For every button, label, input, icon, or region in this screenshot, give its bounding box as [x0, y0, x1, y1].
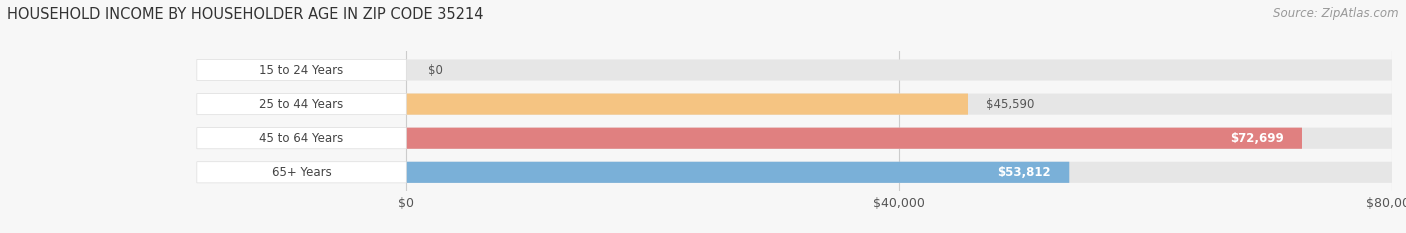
Text: $45,590: $45,590: [987, 98, 1035, 111]
FancyBboxPatch shape: [406, 93, 1392, 115]
Text: HOUSEHOLD INCOME BY HOUSEHOLDER AGE IN ZIP CODE 35214: HOUSEHOLD INCOME BY HOUSEHOLDER AGE IN Z…: [7, 7, 484, 22]
Text: 25 to 44 Years: 25 to 44 Years: [260, 98, 343, 111]
FancyBboxPatch shape: [197, 128, 406, 149]
FancyBboxPatch shape: [406, 162, 1070, 183]
Text: 15 to 24 Years: 15 to 24 Years: [260, 64, 343, 76]
FancyBboxPatch shape: [406, 93, 967, 115]
FancyBboxPatch shape: [406, 128, 1392, 149]
Text: 45 to 64 Years: 45 to 64 Years: [260, 132, 343, 145]
Text: $0: $0: [429, 64, 443, 76]
FancyBboxPatch shape: [406, 162, 1392, 183]
FancyBboxPatch shape: [197, 59, 406, 81]
FancyBboxPatch shape: [406, 128, 1302, 149]
FancyBboxPatch shape: [197, 93, 406, 115]
Text: 65+ Years: 65+ Years: [271, 166, 332, 179]
FancyBboxPatch shape: [197, 162, 406, 183]
FancyBboxPatch shape: [406, 59, 1392, 81]
Text: $53,812: $53,812: [997, 166, 1050, 179]
Text: Source: ZipAtlas.com: Source: ZipAtlas.com: [1274, 7, 1399, 20]
Text: $72,699: $72,699: [1230, 132, 1284, 145]
